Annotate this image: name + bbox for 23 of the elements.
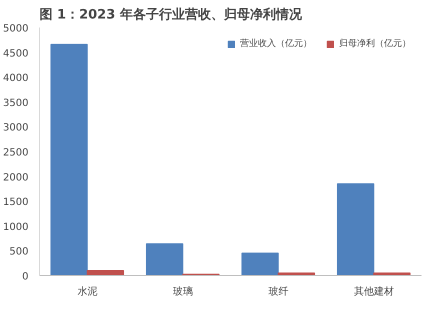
y-tick-label: 500 <box>9 246 29 258</box>
bar <box>241 252 279 276</box>
bar <box>50 44 88 276</box>
y-tick-label: 3500 <box>3 98 29 109</box>
x-tick-label: 玻纤 <box>268 286 288 298</box>
y-tick-label: 4500 <box>3 48 29 60</box>
y-tick-label: 3000 <box>3 122 29 134</box>
y-tick-label: 0 <box>22 272 29 282</box>
y-tick-label: 1500 <box>3 197 29 208</box>
y-tick-label: 2000 <box>3 172 29 184</box>
legend-label: 归母净利（亿元） <box>339 38 411 50</box>
bar <box>146 243 184 276</box>
x-tick-label: 水泥 <box>77 286 98 298</box>
y-tick-label: 5000 <box>3 24 29 34</box>
y-tick-label: 4000 <box>3 73 29 84</box>
x-tick-label: 玻璃 <box>172 286 193 298</box>
bar <box>336 183 374 276</box>
x-tick-label: 其他建材 <box>354 286 394 298</box>
legend-label: 营业收入（亿元） <box>240 38 312 50</box>
bar <box>86 270 124 276</box>
y-tick-label: 2500 <box>3 148 29 158</box>
y-tick-label: 1000 <box>3 222 29 233</box>
chart-title: 图 1：2023 年各子行业营收、归母净利情况 <box>40 6 303 22</box>
